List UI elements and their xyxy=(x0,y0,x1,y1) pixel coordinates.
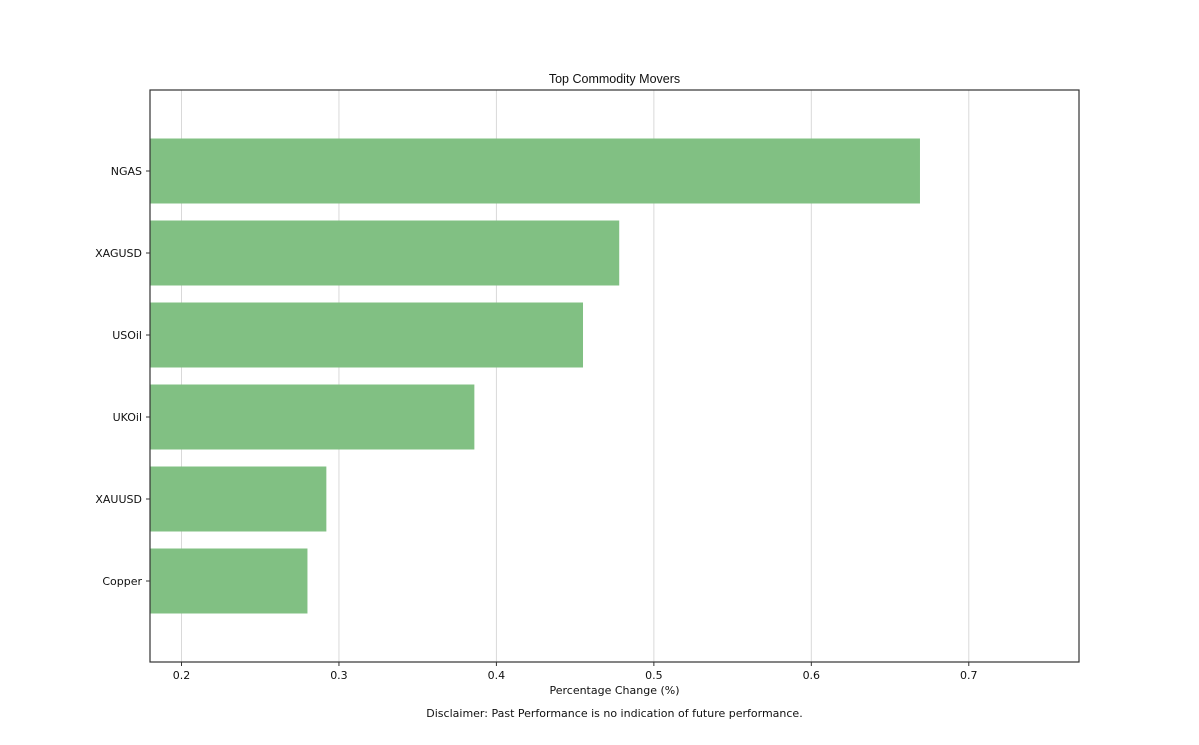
disclaimer-text: Disclaimer: Past Performance is no indic… xyxy=(426,707,802,720)
x-tick-label: 0.4 xyxy=(488,669,506,682)
bar-ukoil xyxy=(150,384,475,450)
x-tick-label: 0.2 xyxy=(173,669,191,682)
bar-copper xyxy=(150,548,308,614)
x-axis-ticks: 0.2 0.3 0.4 0.5 0.6 0.7 xyxy=(173,662,978,682)
y-tick-label-xagusd: XAGUSD xyxy=(95,247,142,260)
y-tick-label-ukoil: UKOil xyxy=(113,411,142,424)
x-tick-label: 0.3 xyxy=(330,669,348,682)
bar-xauusd xyxy=(150,466,327,532)
y-tick-label-xauusd: XAUUSD xyxy=(95,493,142,506)
chart-title: Top Commodity Movers xyxy=(549,72,680,86)
x-tick-label: 0.6 xyxy=(803,669,821,682)
bar-layer xyxy=(150,138,920,614)
x-axis-title: Percentage Change (%) xyxy=(549,684,679,697)
y-tick-label-ngas: NGAS xyxy=(111,165,142,178)
y-axis-ticks: NGAS XAGUSD USOil UKOil XAUUSD Copper xyxy=(95,165,150,588)
x-tick-label: 0.7 xyxy=(960,669,978,682)
bar-ngas xyxy=(150,138,920,204)
x-tick-label: 0.5 xyxy=(645,669,663,682)
bar-xagusd xyxy=(150,220,620,286)
y-tick-label-copper: Copper xyxy=(102,575,142,588)
y-tick-label-usoil: USOil xyxy=(112,329,142,342)
bar-usoil xyxy=(150,302,584,368)
plot-area-border xyxy=(149,89,1080,663)
